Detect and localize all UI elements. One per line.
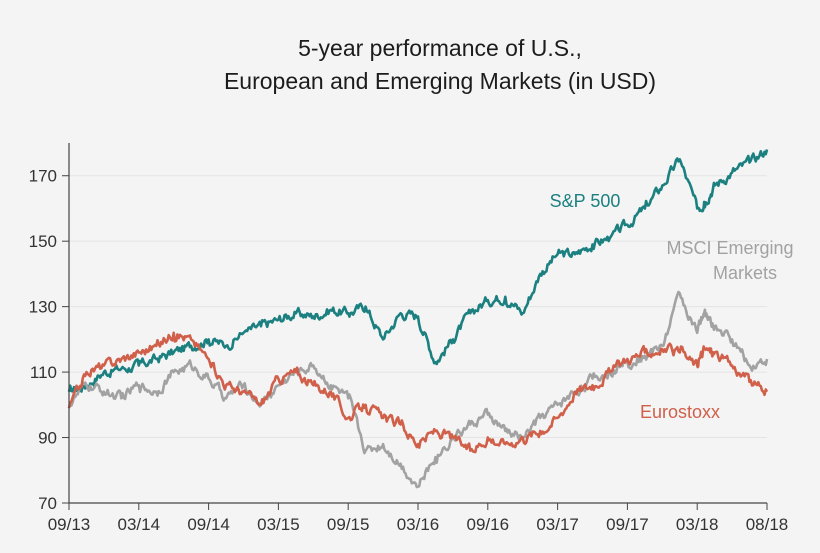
chart-title-line-1: 5-year performance of U.S.,	[298, 35, 582, 61]
x-tick-label: 03/14	[118, 515, 161, 534]
msci-emerging-markets-line	[68, 290, 769, 489]
y-tick-label: 90	[38, 429, 57, 448]
y-tick-label: 110	[30, 363, 57, 382]
msci-emerging-markets-label: Markets	[713, 263, 777, 283]
x-tick-label: 03/16	[397, 515, 440, 534]
axes: 70 90 110 130 150 170 09/13 03/14 09/14 03/15 09/1…	[29, 143, 789, 534]
eurostoxx-label: Eurostoxx	[640, 402, 720, 422]
series-labels: S&P 500 MSCI Emerging Markets Eurostoxx	[550, 191, 794, 422]
s-p-500-line	[67, 149, 769, 393]
x-tick-label: 03/18	[676, 515, 719, 534]
gridlines	[69, 175, 767, 439]
y-tick-label: 70	[38, 494, 57, 513]
msci-emerging-markets-label: MSCI Emerging	[666, 238, 793, 258]
s-p-500-label: S&P 500	[550, 191, 621, 211]
x-tick-label: 03/15	[257, 515, 300, 534]
x-tick-label: 08/18	[746, 515, 789, 534]
x-tick-label: 09/14	[187, 515, 230, 534]
y-tick-label: 130	[29, 298, 57, 317]
chart-title-line-2: European and Emerging Markets (in USD)	[224, 68, 656, 94]
x-tick-label: 03/17	[536, 515, 579, 534]
x-tick-label: 09/16	[467, 515, 510, 534]
x-tick-label: 09/15	[327, 515, 370, 534]
y-tick-label: 170	[29, 167, 57, 186]
eurostoxx-line	[67, 331, 769, 454]
y-tick-label: 150	[29, 232, 57, 251]
x-tick-label: 09/13	[48, 515, 91, 534]
x-tick-label: 09/17	[606, 515, 649, 534]
series-lines	[67, 149, 769, 489]
